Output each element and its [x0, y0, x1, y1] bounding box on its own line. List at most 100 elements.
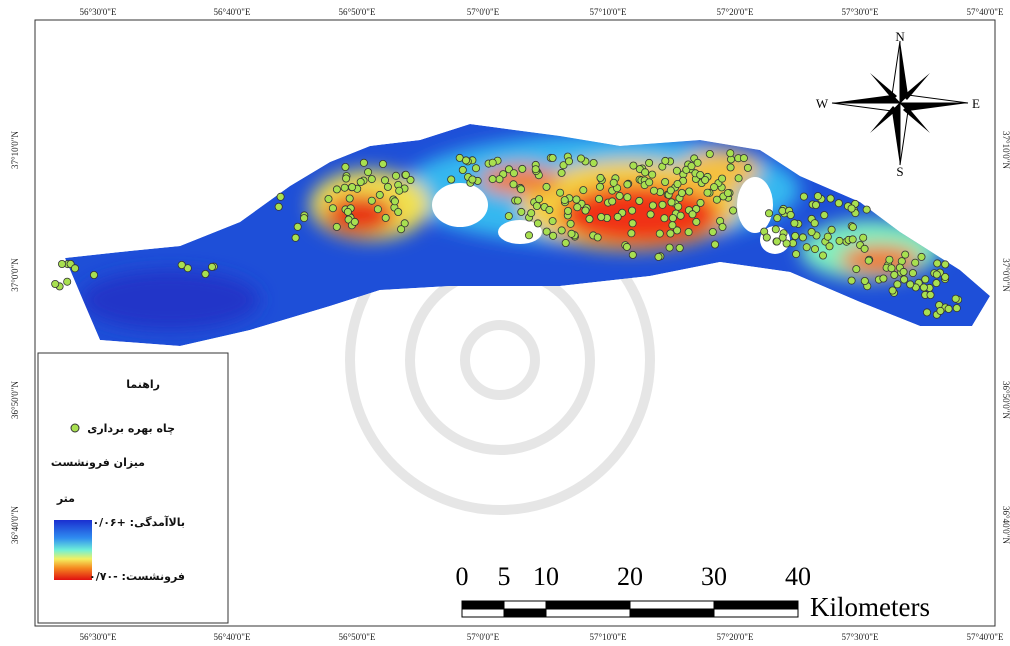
well-marker [685, 229, 692, 236]
well-marker [676, 244, 683, 251]
well-marker [351, 218, 358, 225]
well-marker [650, 187, 657, 194]
well-marker [294, 223, 301, 230]
well-marker [550, 232, 557, 239]
well-marker [649, 202, 656, 209]
well-marker [902, 251, 909, 258]
well-marker [510, 170, 517, 177]
well-marker [344, 208, 351, 215]
well-marker [549, 154, 556, 161]
well-marker [927, 291, 934, 298]
well-marker [673, 167, 680, 174]
well-marker [730, 207, 737, 214]
well-marker [341, 184, 348, 191]
latitude-label: 37°0'0"N [10, 258, 20, 292]
well-marker [518, 208, 525, 215]
well-marker [517, 186, 524, 193]
well-marker [376, 191, 383, 198]
well-marker [812, 201, 819, 208]
well-marker [848, 277, 855, 284]
well-marker [937, 307, 944, 314]
well-marker [811, 220, 818, 227]
well-marker [803, 244, 810, 251]
well-marker [459, 166, 466, 173]
well-marker [918, 253, 925, 260]
well-marker [828, 226, 835, 233]
well-marker [384, 183, 391, 190]
legend-wells: چاه بهره برداری [87, 422, 175, 435]
well-marker [667, 230, 674, 237]
well-marker [826, 243, 833, 250]
well-marker [343, 175, 350, 182]
well-marker [821, 212, 828, 219]
longitude-label: 57°0'0"E [467, 7, 500, 17]
longitude-label: 57°40'0"E [967, 7, 1004, 17]
compass-south: S [896, 164, 903, 179]
well-marker [675, 203, 682, 210]
well-marker [597, 174, 604, 181]
well-marker [624, 194, 631, 201]
well-marker [577, 155, 584, 162]
well-marker [629, 207, 636, 214]
compass: N S W E [816, 29, 980, 179]
well-marker [933, 280, 940, 287]
well-marker [920, 284, 927, 291]
well-marker [374, 206, 381, 213]
well-marker [835, 200, 842, 207]
well-marker [510, 181, 517, 188]
well-marker [735, 175, 742, 182]
well-marker [922, 276, 929, 283]
well-marker [496, 176, 503, 183]
well-marker [727, 164, 734, 171]
longitude-label: 57°20'0"E [717, 632, 754, 642]
well-marker [819, 252, 826, 259]
well-marker [365, 169, 372, 176]
well-marker [740, 155, 747, 162]
well-marker [292, 234, 299, 241]
well-marker [894, 281, 901, 288]
longitude-label: 57°40'0"E [967, 632, 1004, 642]
well-marker [561, 197, 568, 204]
longitude-label: 57°10'0"E [590, 7, 627, 17]
longitude-label: 57°30'0"E [842, 632, 879, 642]
legend-well-symbol [71, 424, 79, 432]
well-marker [642, 169, 649, 176]
well-marker [630, 162, 637, 169]
well-marker [719, 223, 726, 230]
well-marker [614, 213, 621, 220]
well-marker [357, 178, 364, 185]
well-marker [609, 198, 616, 205]
map: N S W E راهنما چاه بهره برداری میزان فرو… [0, 0, 1010, 646]
scale-segment [630, 601, 714, 609]
well-marker [543, 183, 550, 190]
well-marker [275, 203, 282, 210]
well-marker [616, 192, 623, 199]
scale-segment [462, 601, 504, 609]
well-marker [889, 287, 896, 294]
longitude-label: 57°0'0"E [467, 632, 500, 642]
well-marker [329, 205, 336, 212]
well-marker [688, 163, 695, 170]
well-marker [697, 171, 704, 178]
well-marker [586, 215, 593, 222]
well-marker [325, 195, 332, 202]
longitude-label: 57°10'0"E [590, 632, 627, 642]
page: N S W E راهنما چاه بهره برداری میزان فرو… [0, 0, 1010, 646]
well-marker [827, 195, 834, 202]
well-marker [208, 263, 215, 270]
well-marker [90, 271, 97, 278]
well-marker [568, 230, 575, 237]
well-marker [848, 205, 855, 212]
well-marker [909, 270, 916, 277]
well-marker [549, 218, 556, 225]
well-marker [674, 180, 681, 187]
legend-max: بالاآمدگی: +۰/۰۶ [92, 515, 185, 529]
well-marker [860, 234, 867, 241]
well-marker [711, 184, 718, 191]
well-marker [649, 171, 656, 178]
well-marker [704, 189, 711, 196]
well-marker [536, 196, 543, 203]
well-marker [693, 218, 700, 225]
well-marker [724, 190, 731, 197]
longitude-label: 56°30'0"E [80, 632, 117, 642]
